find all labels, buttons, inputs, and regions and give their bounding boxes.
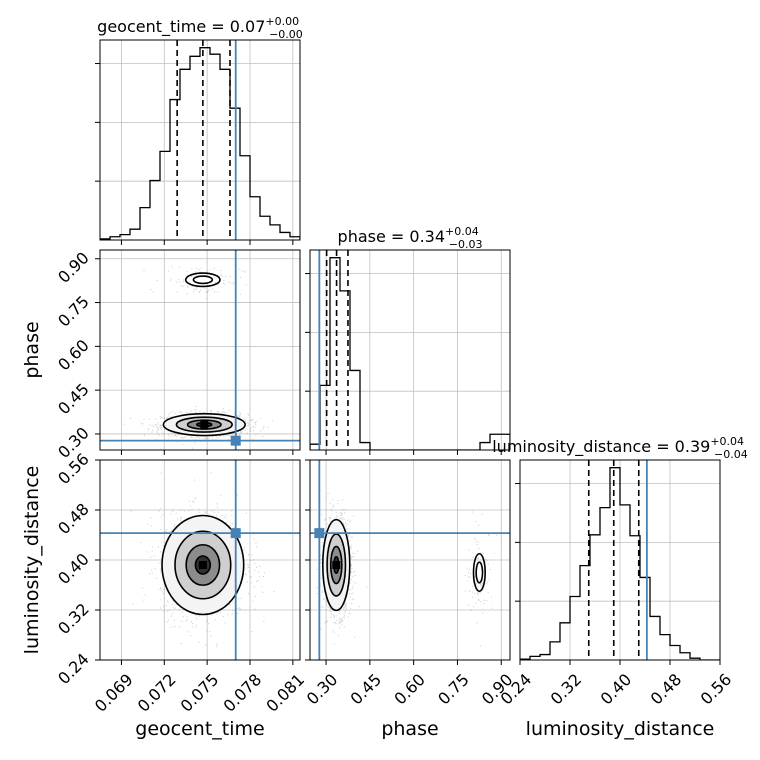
- x-tick-label: 0.56: [697, 670, 736, 709]
- panel-plot-area: [310, 460, 510, 660]
- histogram-step: [310, 257, 510, 450]
- panel-title: phase = 0.34+0.04 −0.03: [338, 225, 483, 251]
- x-tick-label: 0.45: [347, 670, 386, 709]
- density-peak: [332, 561, 341, 569]
- panel-plot-area: [100, 40, 300, 240]
- x-tick-label: 0.48: [647, 670, 686, 709]
- title-value: phase = 0.34: [338, 227, 445, 246]
- density-contour: [192, 275, 214, 285]
- histogram-step: [100, 47, 300, 240]
- density-contour: [475, 561, 484, 584]
- density-contour: [184, 272, 221, 288]
- x-tick-label: 0.30: [303, 670, 342, 709]
- y-tick-label: 0.32: [54, 599, 93, 638]
- x-axis-label: geocent_time: [135, 718, 264, 740]
- panel-phase: phase = 0.34+0.04 −0.03: [305, 225, 511, 455]
- panel-plot-area: [100, 460, 300, 660]
- y-tick-label: 0.90: [54, 248, 93, 287]
- y-tick-label: 0.24: [54, 649, 93, 688]
- density-peak: [200, 420, 209, 429]
- x-tick-label: 0.60: [390, 670, 429, 709]
- panel-frame: [309, 249, 511, 451]
- truth-marker: [230, 435, 241, 446]
- panel-luminosity_distance-vs-geocent_time: 0.240.320.400.480.56luminosity_distance0…: [21, 449, 308, 740]
- x-tick-label: 0.40: [597, 670, 636, 709]
- panel-plot-area: [520, 460, 720, 660]
- title-plus: +0.04: [710, 435, 744, 448]
- histogram-step: [520, 467, 720, 660]
- title-plus: +0.00: [265, 15, 299, 28]
- title-value: geocent_time = 0.07: [97, 17, 265, 37]
- panel-frame: [309, 459, 511, 661]
- panel-geocent_time: geocent_time = 0.07+0.00 −0.00: [95, 15, 303, 245]
- x-tick-label: 0.069: [91, 670, 137, 716]
- y-tick-label: 0.40: [54, 549, 93, 588]
- x-axis-label: phase: [381, 718, 438, 740]
- title-minus: −0.00: [269, 28, 303, 41]
- x-tick-label: 0.32: [547, 670, 586, 709]
- title-value: luminosity_distance = 0.39: [492, 437, 710, 457]
- panel-title: luminosity_distance = 0.39+0.04 −0.04: [492, 435, 748, 461]
- y-axis-label: phase: [21, 321, 43, 378]
- panel-frame: [99, 249, 301, 451]
- panel-frame: [519, 459, 721, 661]
- title-plus: +0.04: [445, 225, 479, 238]
- panel-plot-area: [310, 250, 510, 450]
- truth-marker: [230, 528, 241, 539]
- panel-plot-area: [100, 250, 300, 450]
- x-tick-label: 0.075: [177, 670, 223, 716]
- density-peak: [198, 561, 207, 569]
- x-tick-label: 0.081: [262, 670, 308, 716]
- y-tick-label: 0.45: [54, 380, 93, 419]
- y-tick-label: 0.60: [54, 336, 93, 375]
- panel-frame: [99, 459, 301, 661]
- x-tick-label: 0.75: [434, 670, 473, 709]
- density-contour: [472, 552, 486, 593]
- title-minus: −0.04: [714, 448, 748, 461]
- x-tick-label: 0.078: [219, 670, 265, 716]
- x-axis-label: luminosity_distance: [526, 718, 715, 740]
- truth-marker: [314, 528, 325, 539]
- y-axis-label: luminosity_distance: [21, 466, 43, 655]
- title-minus: −0.03: [449, 238, 483, 251]
- panel-title: geocent_time = 0.07+0.00 −0.00: [97, 15, 303, 41]
- panel-luminosity_distance: luminosity_distance = 0.39+0.04 −0.040.24…: [492, 435, 748, 740]
- panel-frame: [99, 39, 301, 241]
- y-tick-label: 0.48: [54, 499, 93, 538]
- y-tick-label: 0.75: [54, 292, 93, 331]
- x-tick-label: 0.072: [134, 670, 180, 716]
